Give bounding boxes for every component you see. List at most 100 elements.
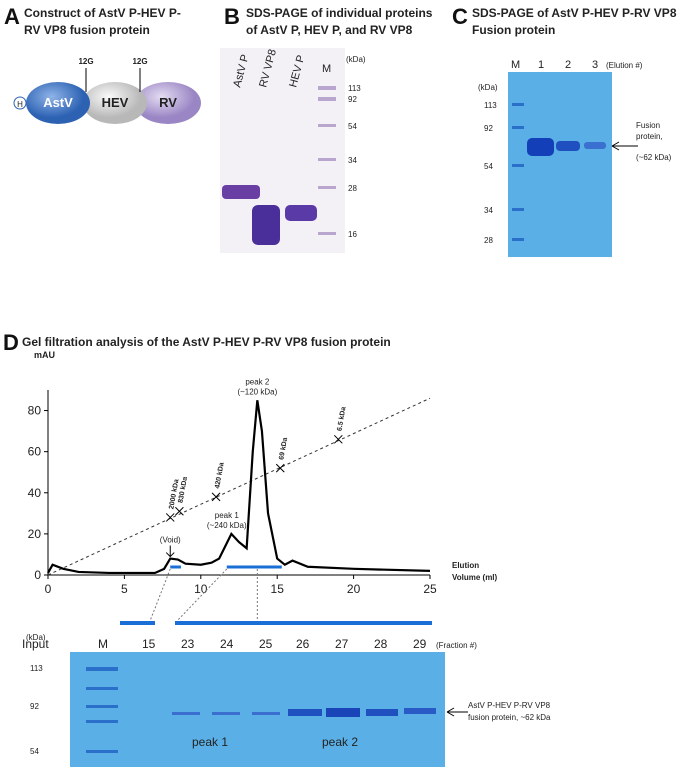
panel-letter: A bbox=[4, 4, 20, 29]
gel-band bbox=[222, 185, 260, 199]
band-label: fusion protein, ~62 kDa bbox=[468, 713, 551, 722]
lane-label: 27 bbox=[335, 637, 349, 651]
standard-marker bbox=[211, 492, 221, 502]
peak-label: (Void) bbox=[160, 536, 181, 545]
standard-marker bbox=[275, 463, 285, 473]
band-label: Fusion bbox=[636, 121, 660, 130]
panel-letter: B bbox=[224, 4, 240, 29]
group-label: peak 1 bbox=[192, 735, 228, 749]
band-label: AstV P-HEV P-RV VP8 bbox=[468, 701, 551, 710]
linker-label: 12G bbox=[78, 57, 93, 66]
marker-label: 34 bbox=[484, 206, 493, 215]
gel-band bbox=[527, 138, 554, 156]
y-tick-label: 80 bbox=[28, 404, 42, 418]
unit-label: (kDa) bbox=[346, 55, 366, 64]
x-tick-label: 15 bbox=[271, 582, 285, 596]
panel-title: SDS-PAGE of individual proteins bbox=[246, 6, 433, 20]
marker-label: 34 bbox=[348, 156, 357, 165]
peak-label: (~240 kDa) bbox=[207, 521, 247, 530]
marker-label: 28 bbox=[348, 184, 357, 193]
panel-title: of AstV P, HEV P, and RV VP8 bbox=[246, 23, 413, 37]
marker-label: 92 bbox=[30, 702, 39, 711]
lane-note: (Fraction #) bbox=[436, 641, 477, 650]
marker-label: 92 bbox=[348, 95, 357, 104]
marker-ladder bbox=[86, 667, 118, 753]
gel bbox=[220, 48, 345, 253]
standard-marker bbox=[165, 513, 175, 522]
marker-label: 16 bbox=[348, 230, 357, 239]
y-tick-label: 0 bbox=[34, 568, 41, 582]
calibration-line bbox=[47, 397, 431, 576]
x-tick-label: 20 bbox=[347, 582, 361, 596]
guide bbox=[149, 568, 171, 622]
marker-label: 54 bbox=[348, 122, 357, 131]
panel-title: Gel filtration analysis of the AstV P-HE… bbox=[22, 335, 391, 349]
panel-letter: D bbox=[3, 330, 19, 355]
y-axis-label: mAU bbox=[34, 350, 55, 360]
domain-label: HEV bbox=[102, 95, 129, 110]
gel bbox=[508, 72, 612, 257]
peak-label: (~120 kDa) bbox=[237, 387, 277, 396]
lane-label: 1 bbox=[538, 59, 544, 71]
lane-label: 29 bbox=[413, 637, 427, 651]
marker-label: 92 bbox=[484, 124, 493, 133]
lane-label: Input bbox=[22, 637, 49, 651]
x-tick-label: 5 bbox=[121, 582, 128, 596]
gel-band bbox=[252, 205, 280, 245]
panel-title: Construct of AstV P-HEV P- bbox=[24, 6, 181, 20]
standard-marker bbox=[175, 506, 184, 516]
y-tick-label: 20 bbox=[28, 527, 42, 541]
lane-label: 3 bbox=[592, 59, 598, 71]
domain-label: RV bbox=[159, 95, 177, 110]
gel-band bbox=[172, 708, 436, 717]
hev-domain bbox=[83, 82, 147, 124]
unit-label: (kDa) bbox=[26, 633, 46, 642]
chromatogram: 0 20 40 60 80 0 5 10 15 20 25 mAU Elution Volume (ml)… bbox=[28, 350, 498, 625]
rv-domain bbox=[135, 82, 201, 124]
arrow-head bbox=[611, 141, 620, 151]
his-tag bbox=[13, 96, 27, 110]
group-label: peak 2 bbox=[322, 735, 358, 749]
panel-title: RV VP8 fusion protein bbox=[24, 23, 150, 37]
x-axis-label: Volume (ml) bbox=[452, 573, 498, 582]
lane-label: 23 bbox=[181, 637, 195, 651]
domain-label: H bbox=[17, 100, 23, 109]
domain-label: AstV bbox=[43, 95, 73, 110]
lane-label: 24 bbox=[220, 637, 234, 651]
lane-label: M bbox=[98, 637, 108, 651]
lane-label: 2 bbox=[565, 59, 571, 71]
marker-label: 113 bbox=[348, 84, 361, 93]
band-label: (~62 kDa) bbox=[636, 153, 672, 162]
lane-note: (Elution #) bbox=[606, 61, 643, 70]
x-tick-label: 0 bbox=[45, 582, 52, 596]
lane-label: 15 bbox=[142, 637, 156, 651]
panel-letter: C bbox=[452, 4, 468, 29]
standard-label: 69 kDa bbox=[278, 437, 289, 461]
lane-label: 26 bbox=[296, 637, 310, 651]
lane-label: M bbox=[322, 63, 331, 75]
standard-label: 830 kDa bbox=[177, 476, 189, 503]
astv-domain bbox=[26, 82, 90, 124]
band-label: protein, bbox=[636, 132, 663, 141]
marker-label: 113 bbox=[30, 664, 43, 673]
marker-label: 54 bbox=[30, 747, 39, 756]
x-axis-label: Elution bbox=[452, 561, 479, 570]
panel-title: SDS-PAGE of AstV P-HEV P-RV VP8 bbox=[472, 6, 677, 20]
x-tick-label: 25 bbox=[423, 582, 437, 596]
y-tick-label: 40 bbox=[28, 486, 42, 500]
peak-label: peak 2 bbox=[245, 377, 270, 386]
trace bbox=[47, 400, 431, 575]
gel-band bbox=[556, 141, 580, 151]
arrow-head bbox=[446, 707, 455, 717]
standard-marker bbox=[333, 434, 343, 444]
marker-ladder bbox=[512, 103, 524, 241]
linker-label: 12G bbox=[132, 57, 147, 66]
y-tick-label: 60 bbox=[28, 445, 42, 459]
unit-label: (kDa) bbox=[478, 83, 498, 92]
void-arrow bbox=[165, 545, 175, 558]
lane-label: 28 bbox=[374, 637, 388, 651]
marker-ladder bbox=[318, 86, 336, 235]
marker-label: 54 bbox=[484, 162, 493, 171]
gel-band bbox=[285, 205, 317, 221]
